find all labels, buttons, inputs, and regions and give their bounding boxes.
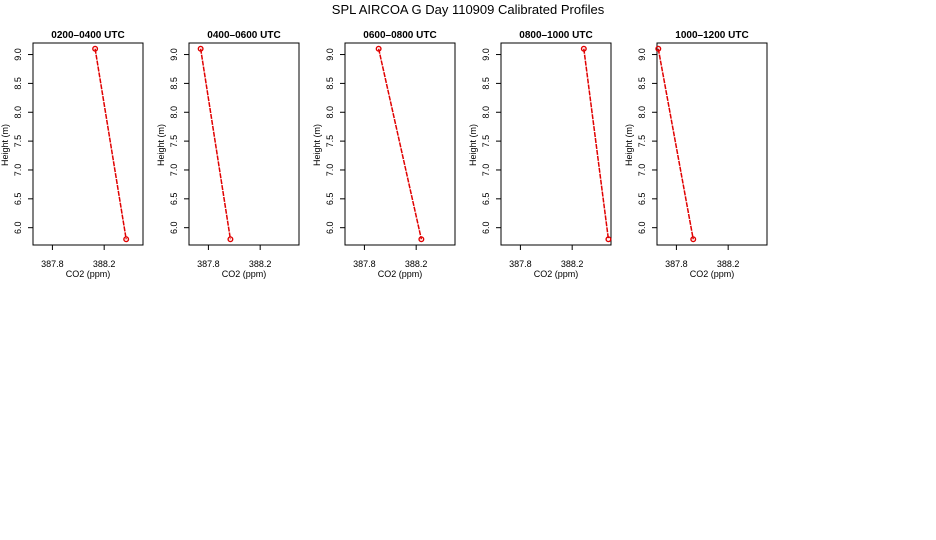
y-tick-label: 9.0: [13, 48, 23, 61]
data-point: [605, 236, 612, 243]
y-tick-label: 8.5: [481, 77, 491, 90]
x-tick-label: 387.8: [509, 259, 532, 269]
data-point: [580, 45, 587, 52]
chart-panels: 0200–0400 UTC 387.8 388.2 6.0 6.5 7.0 7.5 8.0 8.…: [0, 30, 768, 279]
profile-line: [377, 48, 423, 240]
x-axis-label: CO2 (ppm): [378, 269, 423, 279]
y-tick-label: 6.5: [13, 193, 23, 206]
y-tick-label: 8.5: [13, 77, 23, 90]
y-tick-label: 9.0: [325, 48, 335, 61]
y-tick-label: 7.5: [637, 135, 647, 148]
plot-frame: [500, 42, 612, 246]
data-point: [92, 45, 99, 52]
profile-line: [199, 48, 232, 240]
profile-line: [583, 48, 610, 240]
plot-frame: [656, 42, 768, 246]
data-point: [690, 236, 697, 243]
y-tick-label: 6.5: [481, 193, 491, 206]
y-tick-label: 8.5: [637, 77, 647, 90]
x-tick-label: 388.2: [249, 259, 272, 269]
chart-panel: 0600–0800 UTC 387.8 388.2 6.0 6.5 7.0 7.5 8.0 8.…: [312, 30, 456, 279]
x-tick-label: 387.8: [665, 259, 688, 269]
y-tick-label: 8.0: [325, 106, 335, 119]
x-tick-label: 388.2: [717, 259, 740, 269]
data-point: [655, 45, 662, 52]
plot-frame: [188, 42, 300, 246]
x-tick-label: 387.8: [41, 259, 64, 269]
x-axis-label: CO2 (ppm): [690, 269, 735, 279]
chart-panel: 1000–1200 UTC 387.8 388.2 6.0 6.5 7.0 7.5 8.0 8.…: [624, 30, 768, 279]
y-tick-label: 7.0: [637, 164, 647, 177]
y-tick-label: 7.5: [481, 135, 491, 148]
data-point: [227, 236, 234, 243]
panel-title: 0800–1000 UTC: [519, 30, 592, 41]
y-tick-label: 6.5: [169, 193, 179, 206]
y-axis-label: Height (m): [624, 124, 634, 166]
y-tick-label: 6.0: [13, 221, 23, 234]
y-tick-label: 8.5: [325, 77, 335, 90]
y-tick-label: 7.5: [169, 135, 179, 148]
y-tick-label: 6.0: [481, 221, 491, 234]
profile-line: [94, 48, 127, 240]
panel-title: 0200–0400 UTC: [51, 30, 124, 41]
y-tick-label: 8.0: [13, 106, 23, 119]
x-tick-label: 387.8: [353, 259, 376, 269]
figure-title: SPL AIRCOA G Day 110909 Calibrated Profi…: [332, 2, 605, 17]
x-axis-label: CO2 (ppm): [66, 269, 111, 279]
data-point: [123, 236, 130, 243]
y-tick-label: 7.0: [13, 164, 23, 177]
plot-frame: [344, 42, 456, 246]
data-point: [197, 45, 204, 52]
y-axis-label: Height (m): [0, 124, 10, 166]
panel-title: 0600–0800 UTC: [363, 30, 436, 41]
y-axis-label: Height (m): [156, 124, 166, 166]
y-tick-label: 6.0: [637, 221, 647, 234]
profile-line: [657, 48, 694, 240]
y-axis-label: Height (m): [468, 124, 478, 166]
y-tick-label: 9.0: [637, 48, 647, 61]
x-axis-label: CO2 (ppm): [534, 269, 579, 279]
y-tick-label: 7.0: [481, 164, 491, 177]
y-tick-label: 7.5: [325, 135, 335, 148]
y-tick-label: 7.0: [325, 164, 335, 177]
chart-panel: 0400–0600 UTC 387.8 388.2 6.0 6.5 7.0 7.5 8.0 8.…: [156, 30, 300, 279]
y-axis-label: Height (m): [312, 124, 322, 166]
y-tick-label: 8.0: [637, 106, 647, 119]
data-point: [418, 236, 425, 243]
y-tick-label: 9.0: [169, 48, 179, 61]
x-tick-label: 387.8: [197, 259, 220, 269]
panel-title: 1000–1200 UTC: [675, 30, 748, 41]
chart-panel: 0800–1000 UTC 387.8 388.2 6.0 6.5 7.0 7.5 8.0 8.…: [468, 30, 612, 279]
x-tick-label: 388.2: [405, 259, 428, 269]
y-tick-label: 6.0: [169, 221, 179, 234]
y-tick-label: 6.5: [325, 193, 335, 206]
x-tick-label: 388.2: [561, 259, 584, 269]
x-tick-label: 388.2: [93, 259, 116, 269]
y-tick-label: 7.5: [13, 135, 23, 148]
panel-title: 0400–0600 UTC: [207, 30, 280, 41]
y-tick-label: 6.5: [637, 193, 647, 206]
y-tick-label: 8.0: [481, 106, 491, 119]
data-point: [375, 45, 382, 52]
y-tick-label: 6.0: [325, 221, 335, 234]
y-tick-label: 8.0: [169, 106, 179, 119]
plot-frame: [32, 42, 144, 246]
y-tick-label: 7.0: [169, 164, 179, 177]
x-axis-label: CO2 (ppm): [222, 269, 267, 279]
y-tick-label: 9.0: [481, 48, 491, 61]
chart-panel: 0200–0400 UTC 387.8 388.2 6.0 6.5 7.0 7.5 8.0 8.…: [0, 30, 144, 279]
y-tick-label: 8.5: [169, 77, 179, 90]
